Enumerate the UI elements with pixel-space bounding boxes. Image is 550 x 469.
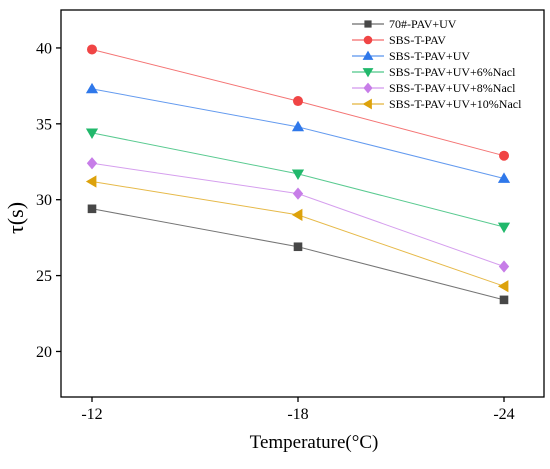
series-6 bbox=[85, 175, 509, 293]
x-axis-title: Temperature(°C) bbox=[250, 432, 379, 453]
series-1 bbox=[87, 204, 509, 305]
legend-label: SBS-T-PAV+UV+10%Nacl bbox=[389, 97, 522, 111]
series-2-point-3 bbox=[499, 150, 509, 161]
y-tick-label: 20 bbox=[36, 344, 52, 361]
legend: 70#-PAV+UV SBS-T-PAV SBS-T-PAV+UV SBS-T-PAV… bbox=[352, 17, 522, 111]
legend-marker bbox=[362, 50, 374, 60]
series-2 bbox=[87, 44, 509, 161]
series-1-point-3 bbox=[499, 295, 509, 305]
y-axis-title: τ(s) bbox=[3, 202, 28, 234]
axes-layer: 20 25 30 35 40 -12 -18 -24 bbox=[36, 9, 545, 423]
series-4-point-3 bbox=[497, 222, 511, 234]
legend-label: SBS-T-PAV+UV bbox=[389, 49, 470, 63]
legend-label: SBS-T-PAV+UV+6%Nacl bbox=[389, 65, 516, 79]
series-5-point-2 bbox=[292, 187, 304, 200]
y-tick-label: 25 bbox=[36, 268, 52, 285]
plot-frame bbox=[60, 9, 545, 398]
series-2-point-2 bbox=[293, 96, 303, 107]
legend-label: SBS-T-PAV+UV+8%Nacl bbox=[389, 81, 516, 95]
series-3-point-1 bbox=[85, 82, 99, 94]
legend-item: SBS-T-PAV+UV bbox=[352, 49, 470, 63]
legend-marker bbox=[364, 20, 372, 28]
legend-item: SBS-T-PAV+UV+6%Nacl bbox=[352, 65, 516, 79]
series-6-point-2 bbox=[291, 208, 303, 221]
series-6-point-1 bbox=[85, 175, 97, 188]
x-tick-label: -12 bbox=[81, 406, 102, 423]
series-4-point-1 bbox=[85, 128, 99, 140]
legend-marker bbox=[362, 68, 374, 78]
x-tick-label: -18 bbox=[287, 406, 308, 423]
series-2-point-1 bbox=[87, 44, 97, 55]
legend-marker bbox=[363, 35, 373, 45]
legend-item: SBS-T-PAV+UV+10%Nacl bbox=[352, 97, 522, 111]
legend-marker bbox=[363, 82, 373, 94]
x-tick-label: -24 bbox=[493, 406, 514, 423]
series-3-point-2 bbox=[291, 120, 305, 132]
y-tick-label: 35 bbox=[36, 116, 52, 133]
series-5-point-1 bbox=[86, 157, 98, 170]
series-1-point-1 bbox=[87, 204, 97, 214]
series-3-point-3 bbox=[497, 172, 511, 183]
series-layer bbox=[85, 44, 511, 305]
series-4-point-2 bbox=[291, 169, 305, 181]
legend-label: SBS-T-PAV bbox=[389, 33, 446, 47]
legend-label: 70#-PAV+UV bbox=[389, 17, 457, 31]
y-tick-label: 30 bbox=[36, 192, 52, 209]
series-5-point-3 bbox=[498, 260, 510, 273]
legend-marker bbox=[362, 98, 372, 110]
legend-item: SBS-T-PAV+UV+8%Nacl bbox=[352, 81, 516, 95]
series-6-point-3 bbox=[497, 280, 509, 293]
legend-item: SBS-T-PAV bbox=[352, 33, 446, 47]
series-5 bbox=[86, 157, 510, 273]
series-4 bbox=[85, 128, 511, 234]
series-3 bbox=[85, 82, 511, 183]
legend-item: 70#-PAV+UV bbox=[352, 17, 457, 31]
series-1-point-2 bbox=[293, 242, 303, 252]
series-1-line bbox=[91, 208, 505, 301]
y-tick-label: 40 bbox=[36, 40, 52, 57]
